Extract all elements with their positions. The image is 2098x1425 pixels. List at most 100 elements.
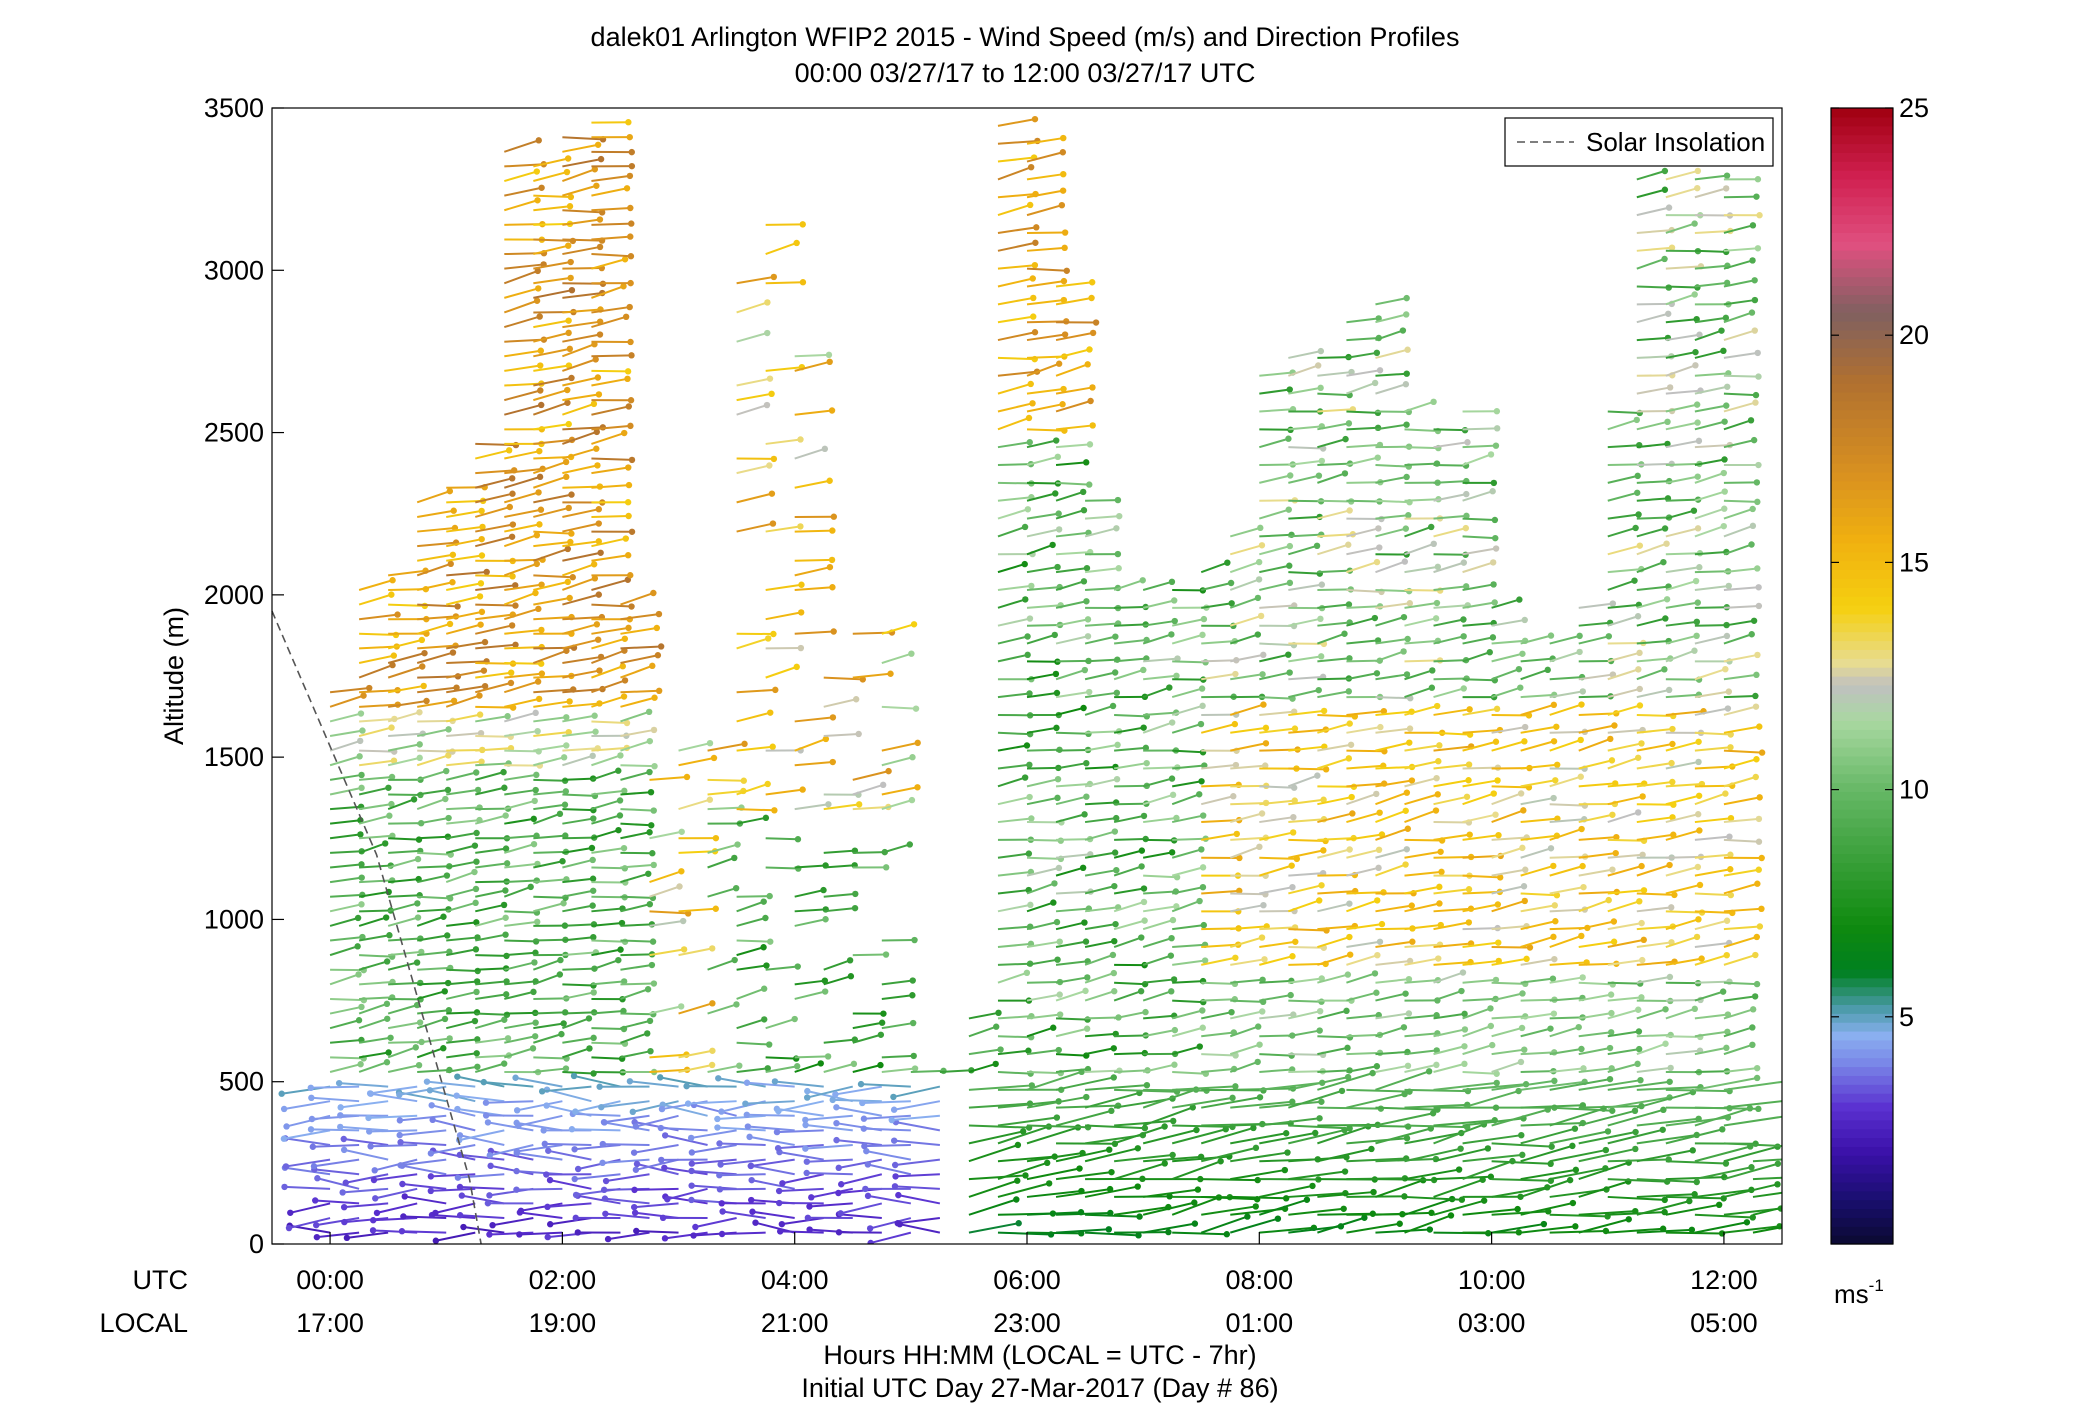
wind-barb-dot	[1661, 525, 1669, 532]
wind-barb-dot	[1084, 361, 1091, 368]
wind-barb-dot	[533, 531, 541, 539]
wind-barb	[1055, 707, 1084, 716]
colorbar-band	[1831, 187, 1893, 198]
wind-barb	[838, 1158, 882, 1169]
wind-barb	[1055, 907, 1089, 913]
wind-barb	[532, 812, 561, 825]
wind-barb-dot	[1753, 933, 1761, 941]
wind-barb	[1259, 785, 1295, 789]
wind-barb-dot	[280, 1105, 288, 1113]
wind-barb-dot	[1322, 766, 1330, 773]
wind-barb-dot	[356, 737, 364, 745]
wind-barb-dot	[1755, 1105, 1762, 1113]
wind-barb-dot	[449, 579, 456, 586]
wind-barb	[1694, 690, 1729, 699]
wind-barb	[1259, 1068, 1293, 1073]
wind-barb	[459, 1185, 505, 1190]
wind-barb	[1404, 400, 1434, 413]
wind-barb	[358, 803, 392, 811]
wind-barb-dot	[622, 313, 630, 321]
wind-barb-dot	[1021, 774, 1029, 781]
wind-barb	[1085, 730, 1120, 734]
wind-barb-dot	[373, 1209, 381, 1217]
wind-barb	[1346, 317, 1379, 324]
wind-barb-dot	[416, 754, 423, 762]
wind-barb	[400, 1158, 447, 1167]
wind-barb	[533, 902, 564, 913]
wind-barb	[1200, 723, 1236, 734]
wind-barb-dot	[676, 883, 683, 890]
wind-barb-dot	[1373, 349, 1381, 357]
wind-barb	[866, 1150, 912, 1161]
wind-barb-dot	[480, 667, 488, 674]
wind-barb	[1723, 868, 1759, 877]
wind-barb	[1694, 229, 1731, 234]
wind-barb	[1404, 760, 1439, 770]
wind-barb-dot	[1749, 522, 1757, 530]
wind-barb-dot	[891, 1183, 899, 1190]
wind-barb	[1114, 1154, 1173, 1163]
wind-barb	[1491, 899, 1526, 913]
wind-barb	[881, 652, 912, 664]
wind-barb-dot	[806, 1203, 813, 1210]
wind-barb	[867, 1194, 912, 1205]
wind-barb-dot	[1661, 167, 1669, 175]
wind-barb	[894, 1139, 940, 1147]
wind-barb-dot	[732, 884, 740, 892]
wind-barb-dot	[1346, 507, 1353, 514]
wind-barb-dot	[591, 712, 598, 719]
wind-barb	[1056, 1017, 1088, 1021]
wind-barb	[1026, 439, 1057, 449]
wind-barb	[1114, 802, 1147, 806]
wind-barb	[823, 1062, 855, 1073]
wind-barb-dot	[1166, 1193, 1173, 1200]
wind-barb	[1259, 1198, 1308, 1216]
wind-barb	[1607, 853, 1643, 859]
wind-barb-dot	[762, 914, 769, 922]
wind-barb	[1346, 1014, 1379, 1020]
wind-barb	[504, 843, 535, 854]
wind-barb	[358, 916, 387, 927]
wind-barb-dot	[1050, 899, 1057, 906]
wind-barb-dot	[504, 713, 511, 720]
wind-barb-field	[278, 115, 1782, 1244]
wind-barb-dot	[1721, 418, 1728, 425]
wind-barb-dot	[771, 807, 778, 814]
wind-barb	[1462, 874, 1501, 879]
wind-barb	[1607, 615, 1639, 627]
wind-barb	[1549, 738, 1582, 752]
wind-barb-dot	[909, 1019, 917, 1027]
wind-barb	[475, 814, 506, 825]
wind-barb-dot	[397, 1162, 404, 1169]
wind-barb-dot	[1438, 868, 1445, 876]
wind-barb	[968, 1124, 1030, 1129]
wind-barb-dot	[1021, 523, 1029, 531]
wind-barb	[344, 1202, 389, 1209]
wind-barb-dot	[1577, 736, 1584, 744]
wind-barb	[475, 523, 514, 533]
wind-barb-dot	[1059, 401, 1066, 408]
wind-barb	[620, 1032, 648, 1044]
wind-barb	[562, 522, 599, 533]
x-tick-label-local: 21:00	[761, 1308, 829, 1338]
wind-barb	[533, 716, 567, 723]
wind-barb-dot	[1493, 425, 1501, 432]
wind-barb-dot	[1049, 541, 1056, 549]
wind-barb-dot	[1571, 1125, 1579, 1132]
wind-barb	[359, 834, 393, 840]
wind-barb	[997, 871, 1031, 877]
wind-barb-dot	[1638, 919, 1645, 927]
wind-barb-dot	[538, 401, 545, 409]
wind-barb-dot	[1292, 938, 1299, 945]
wind-barb-dot	[568, 491, 575, 498]
wind-barb-dot	[1755, 815, 1763, 823]
wind-barb	[1375, 779, 1413, 788]
wind-barb	[1723, 311, 1753, 324]
wind-barb	[794, 586, 833, 591]
wind-barb	[1578, 852, 1616, 859]
wind-barb-dot	[536, 473, 544, 481]
wind-barb-dot	[534, 678, 542, 685]
wind-barb-dot	[1662, 615, 1669, 622]
wind-barb	[997, 731, 1031, 736]
wind-barb	[1723, 247, 1758, 252]
